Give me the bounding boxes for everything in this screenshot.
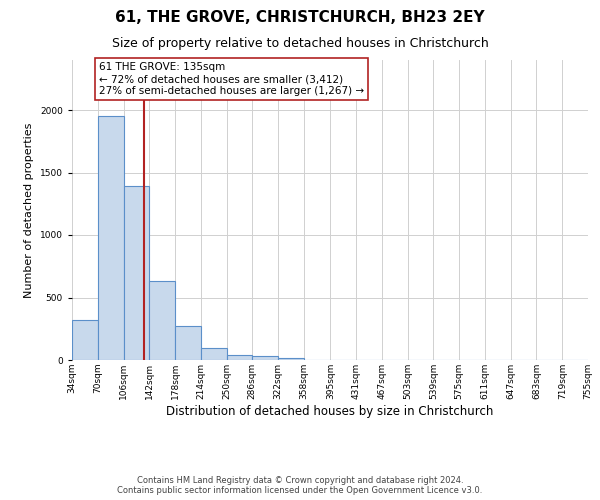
Bar	[253, 356, 278, 360]
Text: Size of property relative to detached houses in Christchurch: Size of property relative to detached ho…	[112, 38, 488, 51]
Text: 61, THE GROVE, CHRISTCHURCH, BH23 2EY: 61, THE GROVE, CHRISTCHURCH, BH23 2EY	[115, 10, 485, 25]
Bar	[72, 320, 98, 360]
Bar	[98, 116, 124, 360]
Y-axis label: Number of detached properties: Number of detached properties	[25, 122, 34, 298]
X-axis label: Distribution of detached houses by size in Christchurch: Distribution of detached houses by size …	[166, 404, 494, 417]
Bar	[201, 348, 227, 360]
Text: 61 THE GROVE: 135sqm
← 72% of detached houses are smaller (3,412)
27% of semi-de: 61 THE GROVE: 135sqm ← 72% of detached h…	[99, 62, 364, 96]
Bar	[278, 358, 304, 360]
Bar	[124, 186, 149, 360]
Text: Contains HM Land Registry data © Crown copyright and database right 2024.
Contai: Contains HM Land Registry data © Crown c…	[118, 476, 482, 495]
Bar	[175, 326, 201, 360]
Bar	[149, 281, 175, 360]
Bar	[227, 355, 253, 360]
